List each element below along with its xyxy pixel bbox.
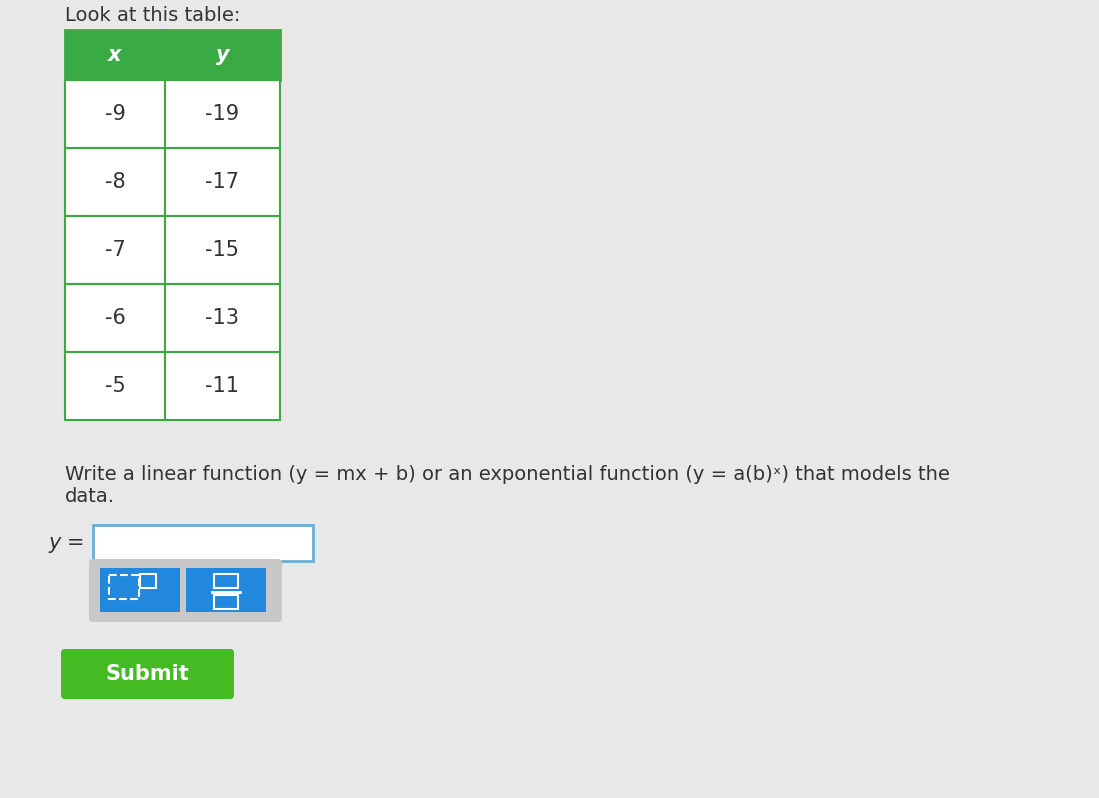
FancyBboxPatch shape	[186, 568, 266, 612]
FancyBboxPatch shape	[100, 568, 180, 612]
FancyBboxPatch shape	[165, 30, 280, 80]
FancyBboxPatch shape	[165, 352, 280, 420]
FancyBboxPatch shape	[65, 352, 165, 420]
FancyBboxPatch shape	[165, 216, 280, 284]
Text: Submit: Submit	[106, 664, 189, 684]
Text: Look at this table:: Look at this table:	[65, 6, 241, 25]
FancyBboxPatch shape	[65, 30, 165, 80]
Text: -15: -15	[206, 240, 240, 260]
Text: -13: -13	[206, 308, 240, 328]
Text: -6: -6	[104, 308, 125, 328]
Text: Write a linear function (y = mx + b) or an exponential function (y = a(b)ˣ) that: Write a linear function (y = mx + b) or …	[65, 465, 950, 484]
FancyBboxPatch shape	[165, 284, 280, 352]
Text: -8: -8	[104, 172, 125, 192]
FancyBboxPatch shape	[165, 148, 280, 216]
Text: -7: -7	[104, 240, 125, 260]
Text: -9: -9	[104, 104, 125, 124]
Text: -19: -19	[206, 104, 240, 124]
FancyBboxPatch shape	[65, 284, 165, 352]
FancyBboxPatch shape	[89, 559, 282, 622]
Text: x: x	[108, 45, 122, 65]
Text: y: y	[215, 45, 230, 65]
FancyBboxPatch shape	[65, 148, 165, 216]
Text: -17: -17	[206, 172, 240, 192]
FancyBboxPatch shape	[62, 649, 234, 699]
Text: data.: data.	[65, 487, 115, 506]
FancyBboxPatch shape	[93, 525, 313, 561]
Text: -11: -11	[206, 376, 240, 396]
FancyBboxPatch shape	[165, 80, 280, 148]
Text: -5: -5	[104, 376, 125, 396]
Text: y =: y =	[48, 533, 85, 553]
FancyBboxPatch shape	[65, 80, 165, 148]
FancyBboxPatch shape	[65, 216, 165, 284]
